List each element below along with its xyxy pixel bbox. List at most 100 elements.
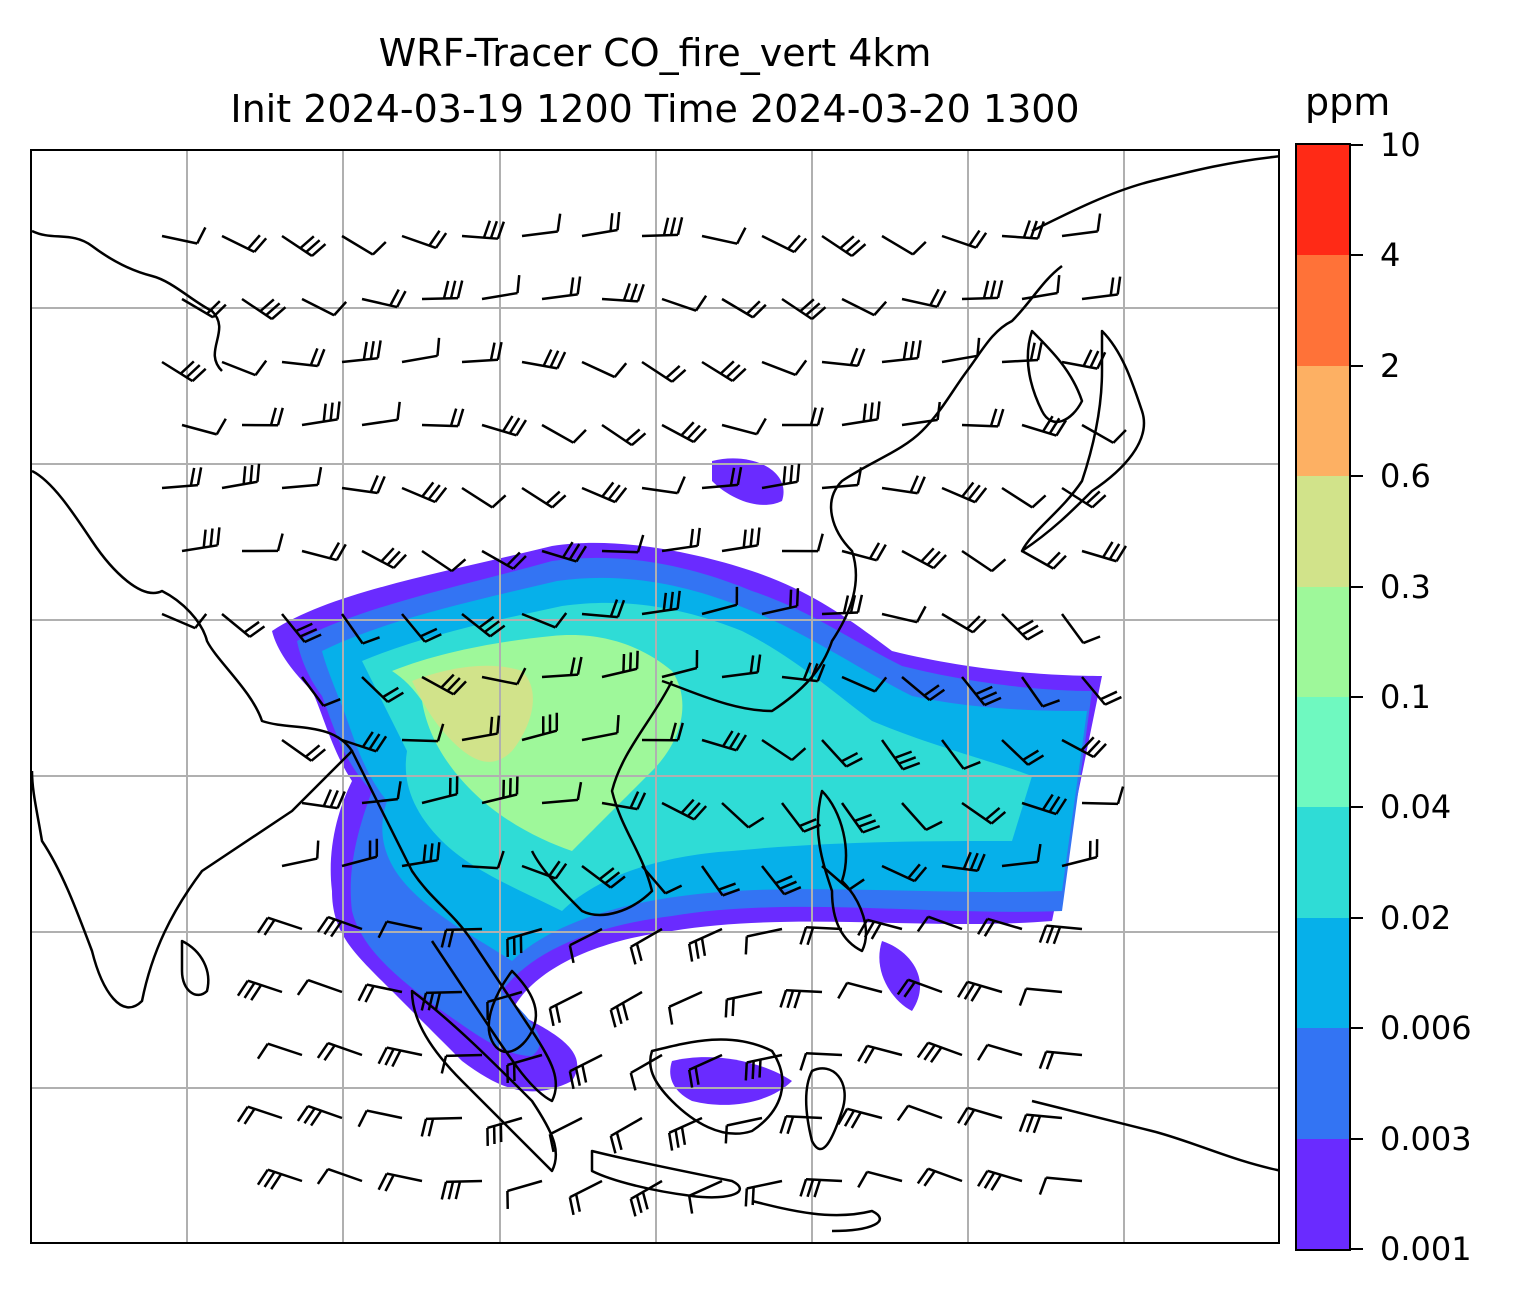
wind-barb xyxy=(1021,274,1061,301)
map-title-line2: Init 2024-03-19 1200 Time 2024-03-20 130… xyxy=(230,87,1080,131)
wind-barb xyxy=(701,730,748,752)
map-panel[interactable] xyxy=(30,149,1280,1244)
wind-barb xyxy=(521,712,559,742)
wind-barb xyxy=(840,802,881,834)
wind-barb xyxy=(641,722,684,742)
wind-barb xyxy=(377,1046,423,1068)
wind-barb xyxy=(841,675,888,693)
wind-barb xyxy=(581,715,620,742)
wind-barb xyxy=(837,1107,883,1129)
wind-barb xyxy=(241,533,284,553)
wind-barb xyxy=(781,533,824,553)
wind-barb xyxy=(667,1116,703,1151)
coastline-korea xyxy=(1026,329,1084,423)
wind-barb xyxy=(377,1172,423,1192)
wind-barb xyxy=(701,227,747,245)
wind-barb xyxy=(461,715,501,742)
wind-barb xyxy=(361,781,402,805)
wind-barbs xyxy=(161,211,1127,1217)
wind-barb xyxy=(609,990,643,1028)
wind-barb xyxy=(521,860,568,880)
plume-blob-philippines xyxy=(879,941,921,1011)
wind-barb xyxy=(761,234,808,254)
coastline-malay-peninsula xyxy=(487,969,538,1053)
wind-barb xyxy=(481,667,527,686)
wind-barb xyxy=(301,542,347,562)
wind-barb xyxy=(161,612,208,630)
wind-barb xyxy=(761,463,801,490)
wind-barb xyxy=(521,612,568,629)
wind-barb xyxy=(744,1053,783,1081)
wind-barb xyxy=(841,542,887,562)
wind-barb xyxy=(601,534,645,554)
wind-barb xyxy=(629,1179,663,1217)
plume-band-0.3 xyxy=(412,665,533,762)
wind-barb xyxy=(1081,423,1127,444)
wind-barb xyxy=(901,802,943,831)
wind-barb xyxy=(724,990,763,1018)
colorbar-tick-label: 0.6 xyxy=(1380,457,1431,496)
wind-barb xyxy=(281,348,326,368)
wind-barb xyxy=(421,776,459,805)
wind-barb xyxy=(881,234,927,256)
wind-barb xyxy=(301,297,348,317)
coastline-philippines xyxy=(816,789,868,953)
wind-barb xyxy=(1021,415,1068,437)
wind-barb xyxy=(357,983,403,1003)
wind-barb xyxy=(281,840,320,868)
wind-barb xyxy=(977,1169,1023,1191)
wind-barb xyxy=(941,481,988,504)
colorbar-tick xyxy=(1351,1137,1363,1140)
wind-barb xyxy=(687,1179,723,1214)
wind-barb xyxy=(221,234,268,254)
colorbar-unit-label: ppm xyxy=(1305,80,1391,124)
wind-barb xyxy=(1061,213,1102,238)
wind-barb xyxy=(241,297,287,321)
coastline-russia-north xyxy=(1031,155,1278,233)
wind-barb xyxy=(401,842,441,868)
wind-barb xyxy=(841,297,888,317)
wind-barb xyxy=(581,865,626,889)
wind-barb xyxy=(361,401,401,427)
wind-barb xyxy=(721,802,765,829)
coastline-sri-lanka xyxy=(180,939,210,997)
wind-barb xyxy=(881,340,922,364)
wind-barb xyxy=(461,486,507,509)
coastline-vietnam xyxy=(530,680,674,917)
wind-barb xyxy=(721,297,767,319)
wind-barb xyxy=(629,1053,663,1091)
wind-barb xyxy=(941,739,981,770)
wind-barb xyxy=(821,865,865,891)
wind-barb xyxy=(1021,549,1067,570)
wind-barb xyxy=(521,213,562,238)
colorbar xyxy=(1295,143,1351,1251)
wind-barb xyxy=(761,588,800,616)
wind-barb xyxy=(901,401,941,427)
wind-barb xyxy=(1061,839,1099,868)
wind-barb xyxy=(401,337,441,364)
wind-barb xyxy=(357,1109,403,1128)
colorbar-tick-label: 0.3 xyxy=(1380,567,1431,606)
wind-barb xyxy=(781,802,821,833)
wind-barb xyxy=(1038,1050,1083,1070)
wind-barb xyxy=(821,594,864,616)
map-canvas xyxy=(32,151,1278,1242)
wind-barb xyxy=(461,613,506,638)
wind-barb xyxy=(296,1104,343,1127)
wind-barb xyxy=(296,978,343,996)
wind-barb xyxy=(1001,739,1045,766)
wind-barb xyxy=(161,467,203,490)
wind-barb xyxy=(821,234,867,258)
wind-barb xyxy=(548,990,583,1027)
wind-barb xyxy=(1018,987,1063,1006)
wind-barb xyxy=(241,407,284,427)
wind-barb xyxy=(281,234,327,258)
wind-barb xyxy=(799,1178,843,1198)
plume-blob-sulawesi xyxy=(670,1057,792,1105)
wind-barb xyxy=(481,415,528,437)
wind-barb xyxy=(281,613,322,644)
colorbar-tick xyxy=(1351,806,1363,809)
wind-barb xyxy=(341,838,379,868)
wind-barb xyxy=(421,280,464,301)
colorbar-segment xyxy=(1297,255,1349,366)
